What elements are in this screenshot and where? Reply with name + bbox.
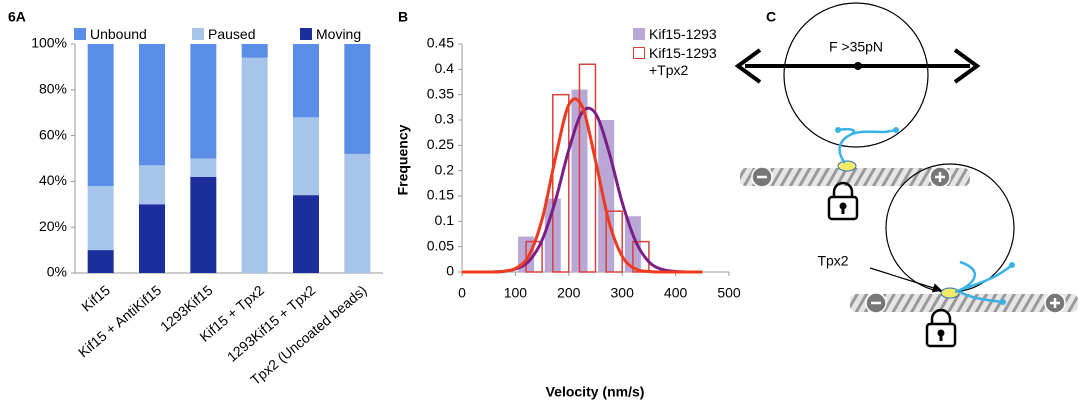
legend-label: Paused: [208, 26, 256, 42]
x-tick-label: 200: [557, 285, 581, 301]
bar-segment: [139, 44, 165, 166]
bar-segment: [87, 185, 114, 251]
y-tick-label: 0.1: [435, 212, 455, 228]
bar-segment: [87, 44, 114, 186]
panel-label: B: [398, 9, 408, 25]
hist-bar: [605, 210, 623, 273]
x-tick-label: 500: [717, 285, 741, 301]
panel-label: C: [766, 9, 776, 25]
x-tick-label: 400: [664, 285, 688, 301]
legend-label: Moving: [316, 26, 362, 42]
bar-segment: [344, 44, 371, 154]
legend-swatch: [300, 28, 312, 40]
x-tick-label: 0: [458, 285, 466, 301]
y-tick-label: 0.2: [435, 161, 455, 177]
pointer: [869, 267, 943, 293]
y-tick-label: 0.15: [427, 187, 454, 203]
panel-label: 6A: [8, 9, 26, 25]
y-tick-label: 0.45: [427, 35, 454, 51]
x-tick-label: 100: [504, 285, 528, 301]
microtubule: [850, 294, 1078, 312]
y-tick-label: 40%: [39, 172, 67, 188]
tpx2: [837, 160, 857, 172]
legend-item: Kif15-1293 +Tpx2: [633, 45, 719, 79]
legend-swatch: [74, 28, 86, 40]
y-tick-label: 0.25: [427, 136, 454, 152]
bar-segment: [139, 165, 165, 205]
y-tick-label: 0.4: [435, 60, 455, 76]
bar-segment: [87, 250, 114, 273]
force-label: F >35pN: [829, 39, 883, 55]
bead: [783, 2, 929, 148]
legend-swatch: [192, 28, 204, 40]
bar-segment: [241, 57, 268, 273]
arrow-head: [953, 48, 981, 84]
y-tick-label: 0.3: [435, 111, 455, 127]
y-tick-label: 0%: [47, 264, 67, 280]
legend-item: Paused: [192, 26, 255, 43]
x-tick-label: 300: [611, 285, 635, 301]
arrow-head: [734, 48, 762, 84]
y-tick-label: 0: [446, 263, 454, 279]
y-axis-label: Frequency: [395, 124, 411, 195]
kinesin: [954, 260, 1013, 304]
bar-segment: [293, 44, 319, 118]
y-tick-label: 0.05: [427, 237, 454, 253]
bar-segment: [241, 44, 268, 58]
hist-bar: [578, 63, 597, 273]
tpx2-label: Tpx2: [817, 253, 848, 269]
y-tick-label: 0.35: [427, 85, 454, 101]
legend-item: Unbound: [74, 26, 147, 43]
legend-label: Kif15-1293: [649, 26, 717, 42]
bar-segment: [190, 44, 217, 159]
y-tick-label: 20%: [39, 218, 67, 234]
bar-segment: [139, 204, 165, 273]
legend-swatch: [633, 28, 645, 40]
plus-sign: [935, 172, 945, 182]
legend-item: Moving: [300, 26, 361, 43]
bead-center: [854, 62, 862, 70]
fit-curve: [462, 97, 703, 274]
bar-segment: [293, 117, 319, 196]
y-tick-label: 60%: [39, 126, 67, 142]
legend-label: Kif15-1293 +Tpx2: [649, 45, 717, 78]
hist-bar: [552, 93, 570, 273]
tpx2: [940, 287, 960, 299]
lock: [827, 181, 859, 221]
x-tick-label: Kif15: [78, 282, 113, 315]
bar-segment: [190, 158, 217, 177]
bar-segment: [344, 153, 371, 273]
microtubule: [740, 168, 970, 186]
legend-swatch: [633, 47, 645, 59]
y-tick-label: 80%: [39, 81, 67, 97]
x-tick-label: 1293Kif15 + Tpx2: [224, 282, 319, 365]
kinesin: [837, 127, 896, 164]
bar-segment: [293, 195, 319, 273]
bar-segment: [190, 176, 217, 273]
legend-item: Kif15-1293: [633, 26, 719, 43]
legend-label: Unbound: [90, 26, 147, 42]
y-tick-label: 100%: [31, 35, 67, 51]
x-axis-label: Velocity (nm/s): [546, 384, 645, 400]
lock: [925, 308, 957, 348]
diagram: C F >35pN Tpx2: [734, 2, 1078, 348]
